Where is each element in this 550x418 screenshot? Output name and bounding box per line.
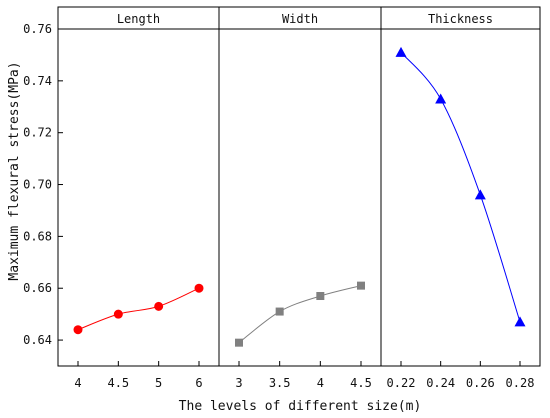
data-point: [435, 93, 447, 104]
data-point: [514, 316, 526, 327]
x-tick-label: 4.5: [350, 376, 372, 390]
y-tick-label: 0.66: [23, 281, 52, 295]
panels-layer: Length 4 4.5 5 6 Width 3 3.5 4 4.5 Thickness 0.22 0.…: [57, 6, 541, 390]
x-tick-label: 4: [317, 376, 324, 390]
y-axis-label: Maximum flexural stress(MPa): [7, 61, 22, 280]
y-tick-label: 0.76: [23, 22, 52, 36]
panel-width: Width 3 3.5 4 4.5: [218, 6, 382, 390]
x-tick-label: 3: [235, 376, 242, 390]
data-point: [275, 307, 284, 316]
x-tick-label: 4: [74, 376, 81, 390]
panel-length: Length 4 4.5 5 6: [57, 6, 220, 390]
y-tick-label: 0.68: [23, 229, 52, 243]
x-axis-label: The levels of different size(m): [179, 399, 422, 414]
data-point: [113, 309, 123, 319]
x-tick-label: 3.5: [269, 376, 291, 390]
data-point: [474, 189, 486, 200]
x-tick-label: 4.5: [107, 376, 129, 390]
panel-thickness: Thickness 0.22 0.24 0.26 0.28: [380, 6, 541, 390]
data-point: [357, 281, 365, 290]
y-tick-label: 0.72: [23, 126, 52, 140]
data-point: [316, 292, 325, 301]
y-axis: 0.64 0.66 0.68 0.70 0.72 0.74 0.76: [23, 22, 63, 347]
data-point: [154, 301, 164, 311]
y-tick-label: 0.64: [23, 333, 52, 347]
data-point: [73, 325, 83, 335]
panel-frame: [380, 6, 541, 367]
series-line: [400, 52, 521, 323]
x-tick-label: 5: [155, 376, 162, 390]
data-point: [194, 283, 204, 293]
data-point: [235, 338, 243, 347]
panel-frame: [218, 6, 382, 367]
y-tick-label: 0.74: [23, 74, 52, 88]
series-line: [77, 287, 200, 331]
y-tick-label: 0.70: [23, 178, 52, 192]
panel-title: Length: [117, 12, 160, 26]
x-tick-label: 0.24: [426, 376, 455, 390]
series-line: [238, 285, 362, 344]
x-tick-label: 0.26: [466, 376, 495, 390]
x-tick-label: 0.22: [387, 376, 416, 390]
x-tick-label: 0.28: [506, 376, 535, 390]
panel-frame: [57, 6, 220, 367]
data-point: [395, 46, 407, 57]
panel-title: Thickness: [428, 12, 493, 26]
x-tick-label: 6: [195, 376, 202, 390]
panel-title: Width: [282, 12, 318, 26]
